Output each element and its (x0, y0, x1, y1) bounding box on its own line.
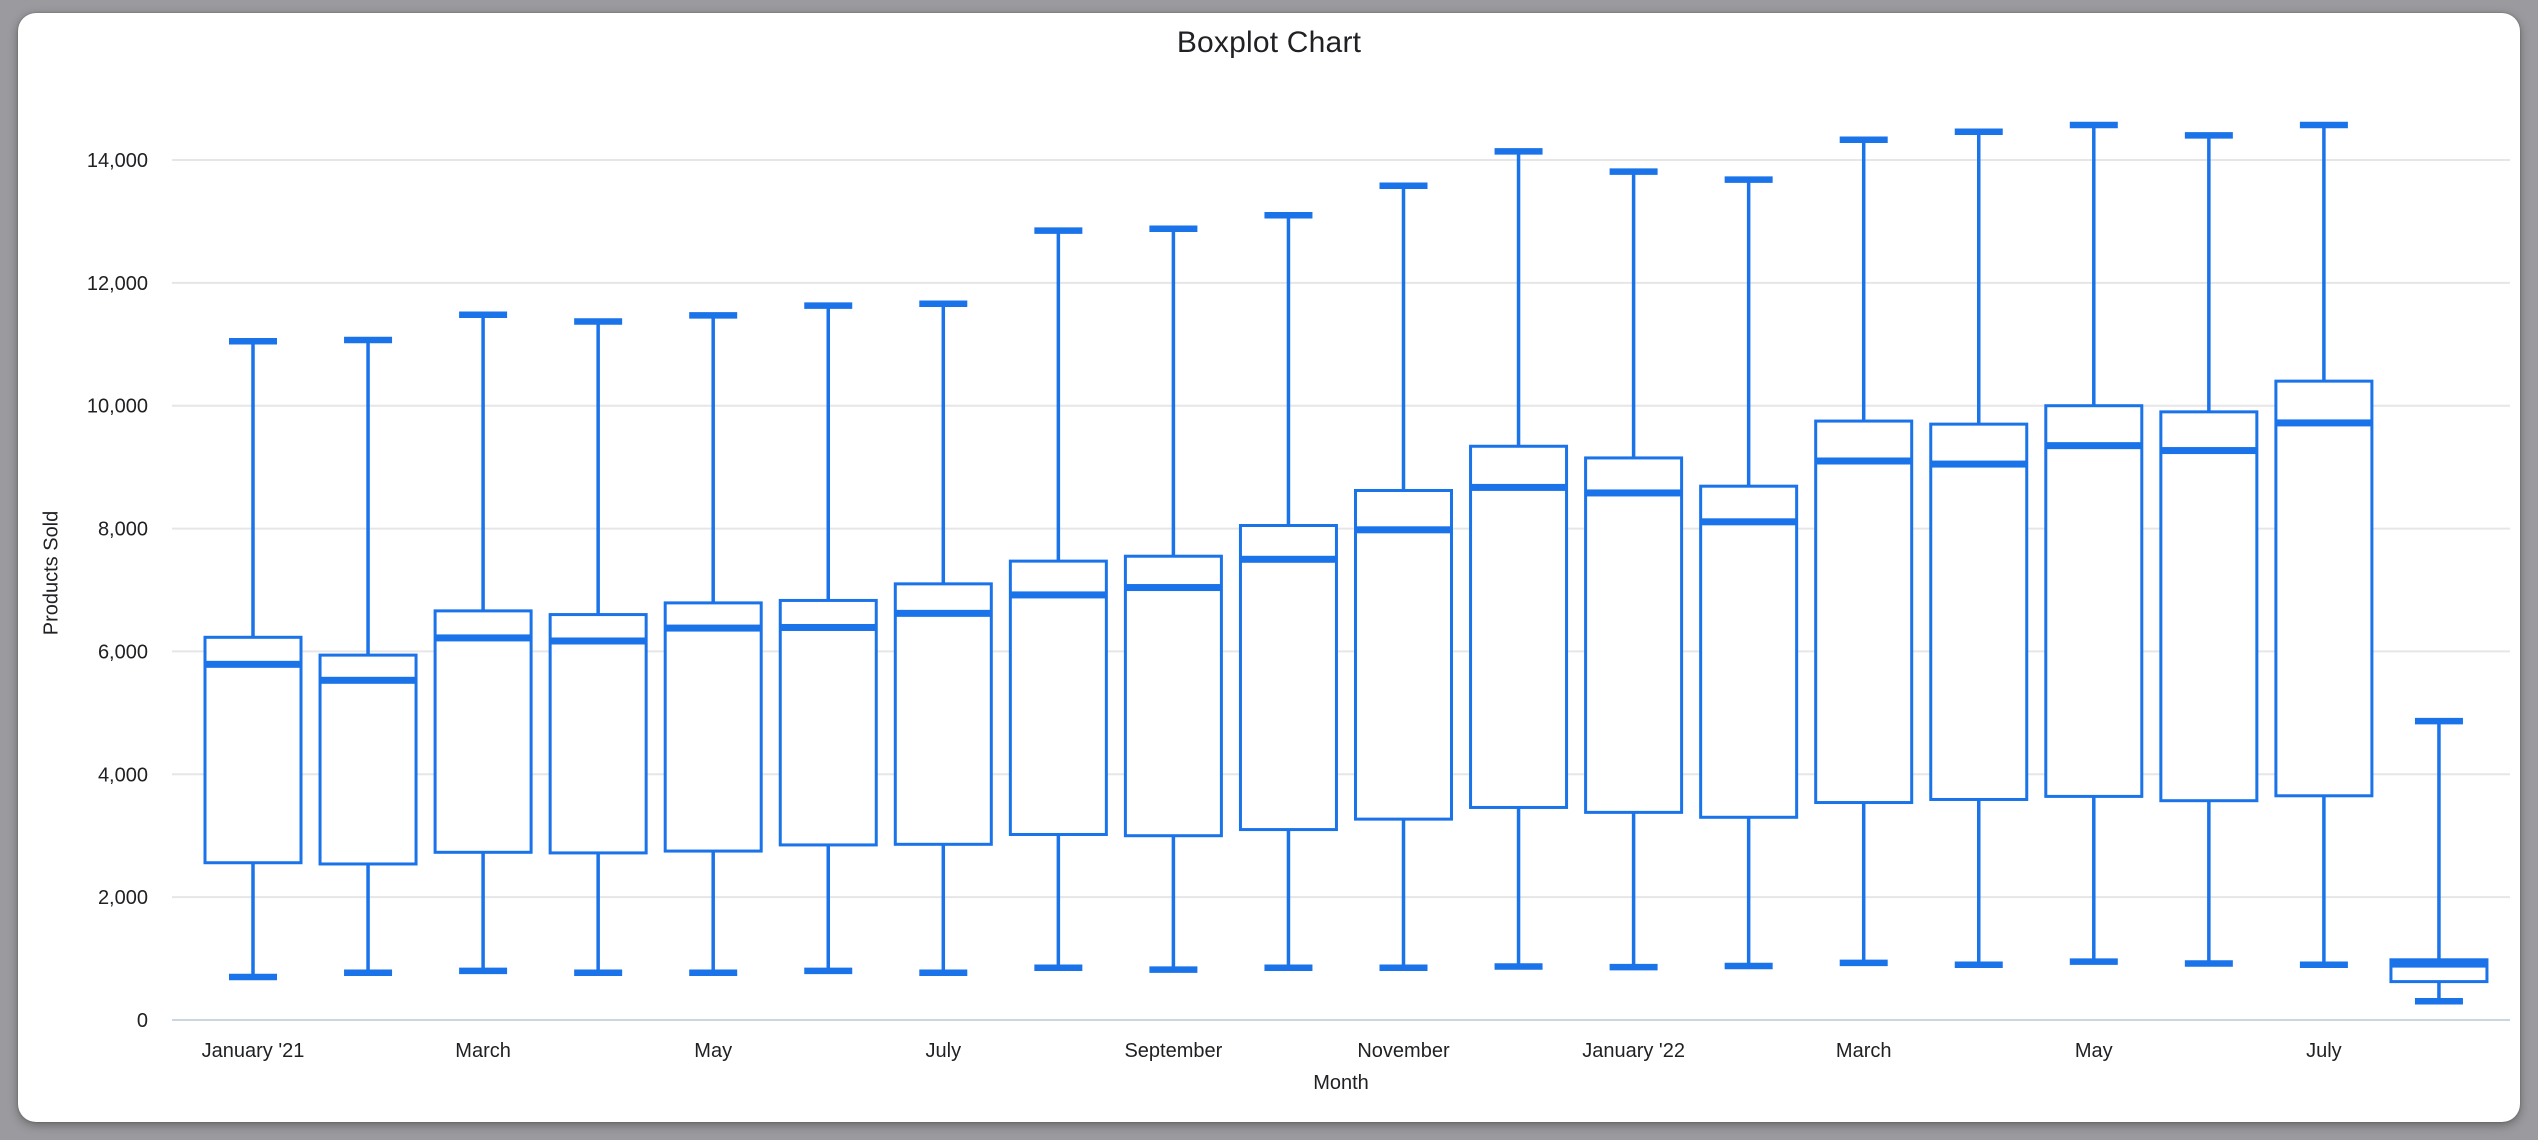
y-axis-title: Products Sold (40, 510, 63, 636)
chart-title: Boxplot Chart (1176, 26, 1362, 59)
boxplot-november-21 (1354, 182, 1453, 972)
x-axis-title: Month (1313, 1072, 1369, 1094)
boxplot-january-22 (1584, 168, 1684, 971)
x-tick-label: September (1124, 1040, 1222, 1062)
median-line (2160, 447, 2257, 455)
median-line (550, 637, 647, 645)
x-tick-label: November (1357, 1040, 1450, 1062)
iqr-box (1814, 419, 1914, 805)
median-line (2275, 419, 2372, 427)
y-tick-label: 12,000 (87, 273, 148, 295)
iqr-box (2274, 379, 2374, 798)
iqr-box (663, 601, 763, 853)
median-line (2045, 442, 2142, 450)
boxplot-may-21 (663, 312, 763, 976)
median-line (895, 609, 992, 617)
boxplot-february-21 (318, 336, 418, 976)
y-tick-label: 0 (137, 1010, 148, 1032)
boxplot-july-22 (2274, 121, 2374, 968)
median-line (2390, 960, 2487, 968)
iqr-box (1469, 444, 1569, 809)
boxplot-august-21 (1008, 227, 1108, 972)
iqr-box (203, 635, 303, 865)
x-tick-label: January '21 (202, 1040, 305, 1062)
iqr-box (1929, 422, 2029, 801)
iqr-box (893, 582, 993, 846)
median-line (1355, 526, 1452, 534)
iqr-box (1354, 488, 1453, 821)
median-line (1930, 460, 2027, 468)
x-tick-label: July (2306, 1040, 2342, 1062)
median-line (1470, 483, 1567, 491)
median-line (320, 676, 417, 684)
median-line (1585, 489, 1682, 497)
x-tick-label: May (694, 1040, 732, 1062)
y-tick-label: 8,000 (98, 519, 148, 541)
iqr-box (433, 609, 533, 854)
median-line (1010, 591, 1107, 599)
iqr-box (1123, 554, 1223, 838)
median-line (1240, 555, 1337, 563)
boxplot-june-22 (2159, 132, 2259, 967)
boxplot-april-22 (1929, 128, 2029, 968)
x-tick-label: March (455, 1040, 511, 1062)
x-tick-label: May (2075, 1040, 2113, 1062)
median-line (435, 634, 532, 642)
boxplot-july-21 (893, 300, 993, 976)
iqr-box (1008, 559, 1108, 836)
iqr-box (1699, 484, 1799, 819)
boxplot-april-21 (548, 318, 648, 976)
iqr-box (2159, 410, 2259, 803)
y-tick-label: 14,000 (87, 150, 148, 172)
median-line (1125, 584, 1222, 592)
y-tick-label: 6,000 (98, 641, 148, 663)
median-line (665, 624, 762, 632)
iqr-box (318, 653, 418, 866)
median-line (1815, 457, 1912, 465)
iqr-box (1584, 456, 1684, 814)
x-tick-label: January '22 (1582, 1040, 1685, 1062)
y-tick-label: 10,000 (87, 396, 148, 418)
boxplot-september-21 (1123, 225, 1223, 973)
boxplot-june-21 (778, 302, 878, 975)
boxplot-october-21 (1238, 212, 1338, 972)
iqr-box (548, 613, 648, 855)
median-line (1700, 518, 1797, 526)
boxplot-august-22 (2389, 717, 2489, 1005)
x-tick-label: July (926, 1040, 962, 1062)
median-line (205, 660, 301, 668)
boxplot-december-21 (1469, 148, 1569, 970)
iqr-box (1238, 524, 1338, 832)
iqr-box (2044, 404, 2144, 798)
y-tick-label: 2,000 (98, 887, 148, 909)
boxplot-january-21 (203, 337, 303, 981)
boxplot-february-22 (1699, 176, 1799, 970)
median-line (780, 623, 877, 631)
boxplot-march-21 (433, 311, 533, 975)
boxplot-march-22 (1814, 136, 1914, 967)
iqr-box (778, 598, 878, 847)
y-tick-label: 4,000 (98, 764, 148, 786)
x-tick-label: March (1836, 1040, 1892, 1062)
boxplot-may-22 (2044, 121, 2144, 965)
